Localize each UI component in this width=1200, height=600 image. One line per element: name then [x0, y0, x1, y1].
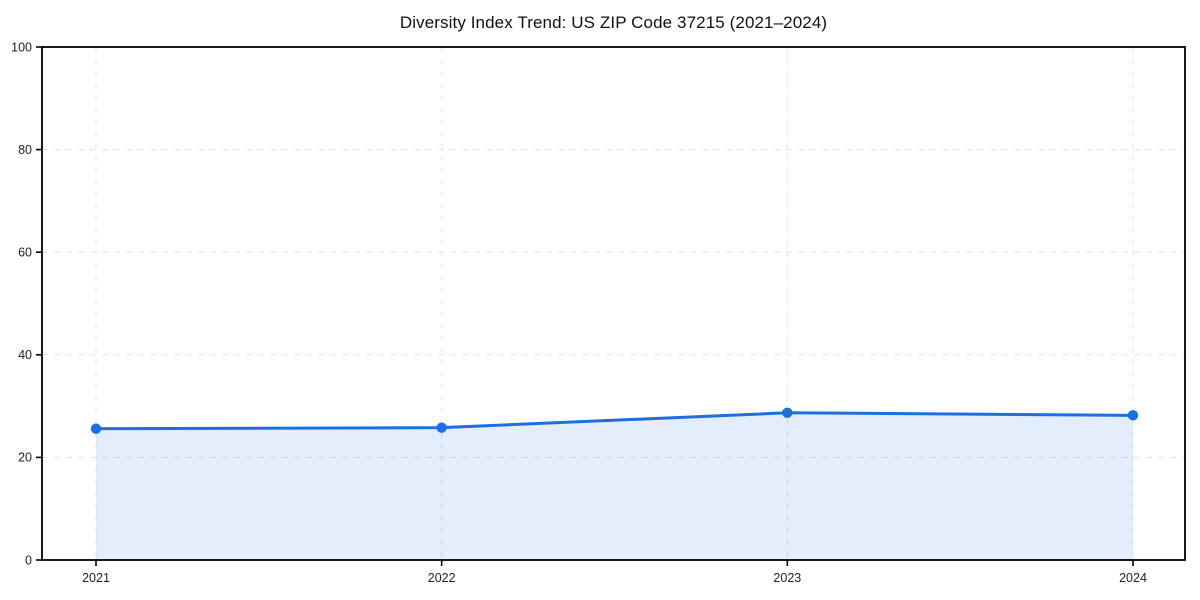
- y-tick-label: 60: [18, 246, 32, 260]
- trend-line: [94, 411, 1135, 431]
- x-tick-label: 2024: [1119, 571, 1147, 585]
- y-tick-label: 0: [25, 553, 32, 567]
- data-point: [1127, 410, 1139, 421]
- data-point: [90, 423, 102, 434]
- data-point: [436, 422, 447, 433]
- x-tick-label: 2022: [428, 571, 456, 585]
- data-point: [782, 407, 793, 418]
- chart-title: Diversity Index Trend: US ZIP Code 37215…: [399, 13, 828, 32]
- y-tick-label: 40: [18, 348, 32, 362]
- plot-border: [41, 46, 1186, 561]
- y-tick-label: 20: [18, 451, 32, 465]
- area-fill: [96, 412, 1133, 560]
- x-tick-label: 2023: [773, 571, 801, 585]
- y-tick-label: 80: [18, 143, 32, 157]
- x-tick-label: 2021: [82, 571, 110, 585]
- y-tick-label: 100: [11, 40, 32, 54]
